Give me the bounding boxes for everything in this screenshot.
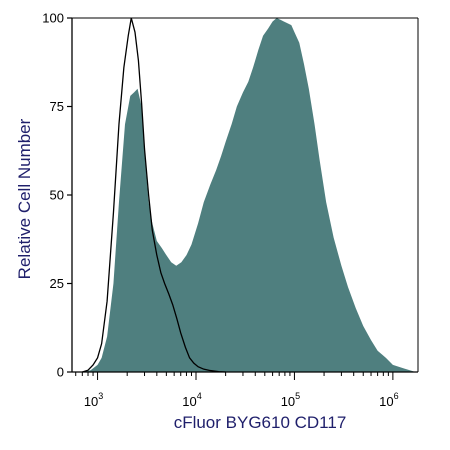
outline-histogram-series — [82, 17, 226, 373]
y-axis-ticks: 0 25 50 75 100 — [42, 11, 72, 380]
x-tick-label: 104 — [182, 391, 201, 409]
y-tick-label: 100 — [42, 11, 64, 26]
x-tick-label: 103 — [84, 391, 103, 409]
y-tick-label: 75 — [50, 99, 64, 114]
y-tick-label: 0 — [57, 365, 64, 380]
filled-histogram-series — [82, 18, 416, 372]
y-tick-label: 25 — [50, 276, 64, 291]
x-axis-title: cFluor BYG610 CD117 — [174, 413, 347, 432]
x-tick-label: 106 — [379, 391, 398, 409]
y-tick-label: 50 — [50, 188, 64, 203]
plot-area — [71, 17, 419, 373]
x-axis-ticks: 103 104 105 106 — [75, 372, 399, 409]
y-axis-title: Relative Cell Number — [15, 118, 34, 279]
x-tick-label: 105 — [281, 391, 300, 409]
